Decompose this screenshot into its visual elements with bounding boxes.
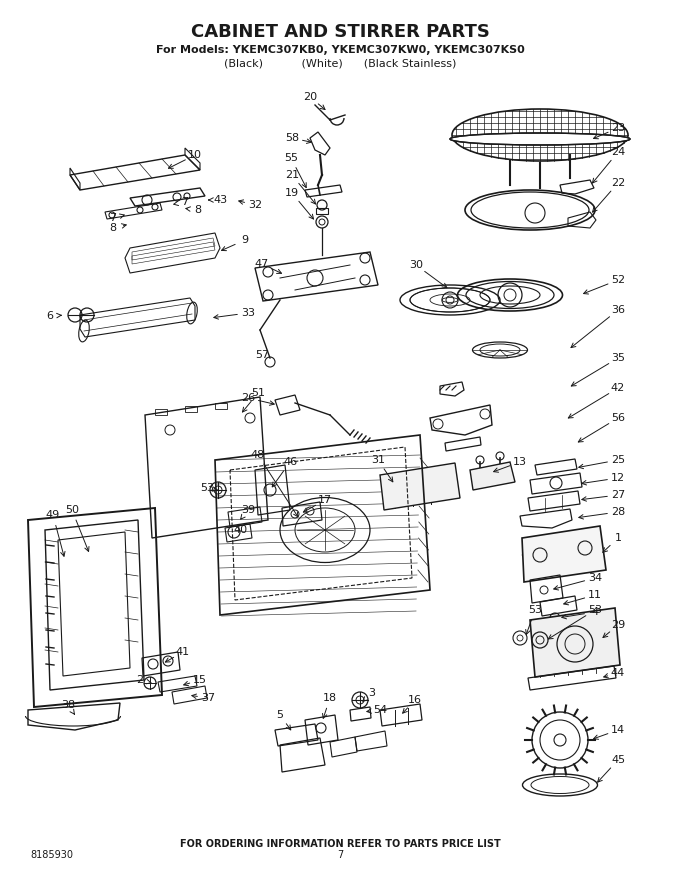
Text: 50: 50 bbox=[65, 505, 79, 515]
Text: 22: 22 bbox=[611, 178, 625, 188]
Text: 6: 6 bbox=[46, 311, 54, 321]
Text: 26: 26 bbox=[241, 393, 255, 403]
Text: 7: 7 bbox=[182, 197, 188, 207]
Text: 7: 7 bbox=[337, 850, 343, 860]
Text: 25: 25 bbox=[611, 455, 625, 465]
Text: 58: 58 bbox=[285, 133, 299, 143]
Text: 24: 24 bbox=[611, 147, 625, 157]
Text: 18: 18 bbox=[323, 693, 337, 703]
Text: 42: 42 bbox=[611, 383, 625, 393]
Text: 49: 49 bbox=[46, 510, 60, 520]
Bar bbox=[316, 208, 328, 214]
Bar bbox=[215, 403, 227, 409]
Text: 5: 5 bbox=[277, 710, 284, 720]
Text: 27: 27 bbox=[611, 490, 625, 500]
Text: 43: 43 bbox=[213, 195, 227, 205]
Bar bbox=[185, 406, 197, 412]
Polygon shape bbox=[380, 463, 460, 510]
Text: 51: 51 bbox=[251, 388, 265, 398]
Text: 23: 23 bbox=[611, 123, 625, 133]
Text: (Black)           (White)      (Black Stainless): (Black) (White) (Black Stainless) bbox=[224, 58, 456, 68]
Ellipse shape bbox=[450, 133, 630, 145]
Text: 34: 34 bbox=[588, 573, 602, 583]
Text: 46: 46 bbox=[283, 457, 297, 467]
Polygon shape bbox=[522, 526, 606, 582]
Text: 17: 17 bbox=[318, 495, 332, 505]
Text: 54: 54 bbox=[373, 705, 387, 715]
Text: 37: 37 bbox=[201, 693, 215, 703]
Text: 53: 53 bbox=[200, 483, 214, 493]
Text: FOR ORDERING INFORMATION REFER TO PARTS PRICE LIST: FOR ORDERING INFORMATION REFER TO PARTS … bbox=[180, 839, 500, 849]
Text: 20: 20 bbox=[303, 92, 317, 102]
Text: 57: 57 bbox=[255, 350, 269, 360]
Text: 38: 38 bbox=[61, 700, 75, 710]
Text: 48: 48 bbox=[251, 450, 265, 460]
Text: 44: 44 bbox=[611, 668, 625, 678]
Polygon shape bbox=[530, 608, 620, 677]
Text: 55: 55 bbox=[284, 153, 298, 163]
Text: 9: 9 bbox=[241, 235, 249, 245]
Bar bbox=[155, 409, 167, 415]
Text: 8: 8 bbox=[109, 223, 116, 233]
Text: 52: 52 bbox=[611, 275, 625, 285]
Text: 13: 13 bbox=[513, 457, 527, 467]
Text: 53: 53 bbox=[588, 605, 602, 615]
Text: 40: 40 bbox=[233, 525, 247, 535]
Text: 1: 1 bbox=[615, 533, 622, 543]
Text: 36: 36 bbox=[611, 305, 625, 315]
Text: 4: 4 bbox=[592, 607, 598, 617]
Text: 2: 2 bbox=[137, 675, 143, 685]
Text: 10: 10 bbox=[188, 150, 202, 160]
Text: 41: 41 bbox=[176, 647, 190, 657]
Text: 56: 56 bbox=[611, 413, 625, 423]
Text: 7: 7 bbox=[109, 213, 116, 223]
Text: 3: 3 bbox=[369, 688, 375, 698]
Text: 8185930: 8185930 bbox=[30, 850, 73, 860]
Text: 45: 45 bbox=[611, 755, 625, 765]
Text: 21: 21 bbox=[285, 170, 299, 180]
Polygon shape bbox=[470, 462, 515, 490]
Text: 15: 15 bbox=[193, 675, 207, 685]
Text: 11: 11 bbox=[588, 590, 602, 600]
Text: 33: 33 bbox=[241, 308, 255, 318]
Text: 39: 39 bbox=[241, 505, 255, 515]
Text: 28: 28 bbox=[611, 507, 625, 517]
Text: 35: 35 bbox=[611, 353, 625, 363]
Text: 53: 53 bbox=[528, 605, 542, 615]
Text: 12: 12 bbox=[611, 473, 625, 483]
Text: 32: 32 bbox=[248, 200, 262, 210]
Text: 30: 30 bbox=[409, 260, 423, 270]
Text: 8: 8 bbox=[194, 205, 201, 215]
Text: CABINET AND STIRRER PARTS: CABINET AND STIRRER PARTS bbox=[190, 23, 490, 41]
Text: 47: 47 bbox=[255, 259, 269, 269]
Text: 14: 14 bbox=[611, 725, 625, 735]
Text: For Models: YKEMC307KB0, YKEMC307KW0, YKEMC307KS0: For Models: YKEMC307KB0, YKEMC307KW0, YK… bbox=[156, 45, 524, 55]
Text: 31: 31 bbox=[371, 455, 385, 465]
Text: 29: 29 bbox=[611, 620, 625, 630]
Text: 19: 19 bbox=[285, 188, 299, 198]
Text: 16: 16 bbox=[408, 695, 422, 705]
